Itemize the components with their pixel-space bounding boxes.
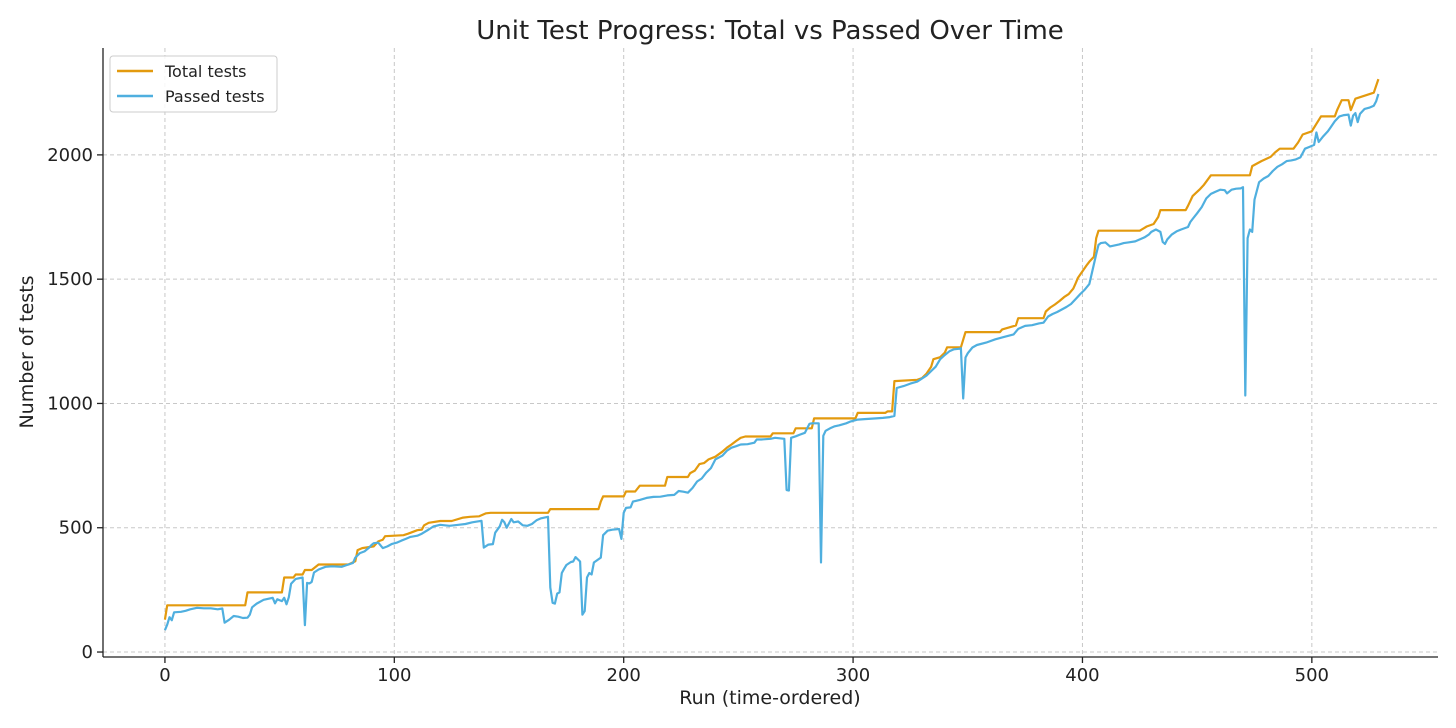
y-axis-ticks: 0 500 1000 1500 2000 bbox=[47, 145, 103, 663]
legend-label-total-tests: Total tests bbox=[164, 62, 247, 81]
y-axis-label: Number of tests bbox=[16, 275, 38, 428]
data-series bbox=[163, 78, 1380, 631]
x-tick-label-400: 400 bbox=[1065, 665, 1099, 686]
series-line-passed-tests bbox=[163, 93, 1380, 631]
y-tick-label-0: 0 bbox=[82, 642, 93, 663]
x-tick-label-100: 100 bbox=[377, 665, 411, 686]
legend: Total tests Passed tests bbox=[109, 55, 278, 113]
x-axis-ticks: 0 100 200 300 400 500 bbox=[159, 657, 1329, 686]
x-tick-label-200: 200 bbox=[607, 665, 641, 686]
legend-label-passed-tests: Passed tests bbox=[165, 87, 265, 106]
x-tick-label-300: 300 bbox=[836, 665, 870, 686]
y-tick-label-2000: 2000 bbox=[47, 145, 93, 166]
x-axis-label: Run (time-ordered) bbox=[679, 687, 860, 709]
x-tick-label-0: 0 bbox=[159, 665, 170, 686]
axes bbox=[102, 48, 1438, 658]
grid-lines bbox=[103, 48, 1438, 657]
chart-title: Unit Test Progress: Total vs Passed Over… bbox=[476, 16, 1064, 46]
y-tick-label-1000: 1000 bbox=[47, 393, 93, 414]
y-tick-label-500: 500 bbox=[59, 518, 93, 539]
x-tick-label-500: 500 bbox=[1295, 665, 1329, 686]
y-tick-label-1500: 1500 bbox=[47, 269, 93, 290]
series-line-total-tests bbox=[163, 78, 1380, 620]
